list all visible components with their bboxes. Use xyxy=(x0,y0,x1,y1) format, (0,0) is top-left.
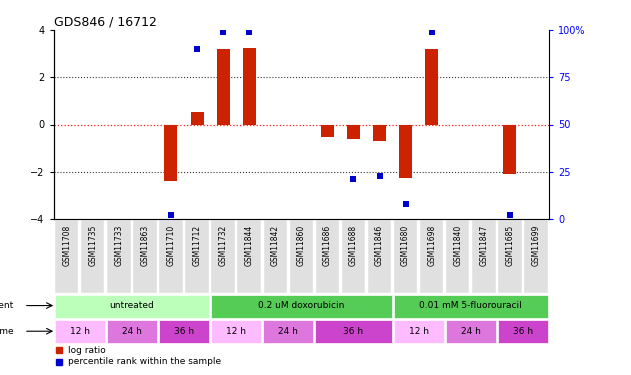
Text: 12 h: 12 h xyxy=(69,327,90,336)
FancyBboxPatch shape xyxy=(55,220,78,292)
Text: GSM11698: GSM11698 xyxy=(427,225,436,266)
Bar xyxy=(504,124,516,174)
Text: GSM11733: GSM11733 xyxy=(114,225,123,266)
Bar xyxy=(347,124,360,139)
FancyBboxPatch shape xyxy=(394,320,444,343)
FancyBboxPatch shape xyxy=(368,220,391,292)
Text: 24 h: 24 h xyxy=(461,327,481,336)
FancyBboxPatch shape xyxy=(186,220,209,292)
FancyBboxPatch shape xyxy=(342,220,365,292)
FancyBboxPatch shape xyxy=(290,220,313,292)
Text: GSM11708: GSM11708 xyxy=(62,225,71,266)
FancyBboxPatch shape xyxy=(264,220,287,292)
Text: 12 h: 12 h xyxy=(409,327,428,336)
FancyBboxPatch shape xyxy=(159,320,209,343)
Text: time: time xyxy=(0,327,14,336)
Text: 24 h: 24 h xyxy=(278,327,298,336)
Bar xyxy=(216,49,230,124)
FancyBboxPatch shape xyxy=(55,320,105,343)
FancyBboxPatch shape xyxy=(420,220,444,292)
Text: GSM11840: GSM11840 xyxy=(453,225,463,266)
FancyBboxPatch shape xyxy=(316,220,339,292)
Bar xyxy=(321,124,334,138)
Text: GSM11699: GSM11699 xyxy=(531,225,540,266)
Text: GSM11712: GSM11712 xyxy=(192,225,201,266)
Text: GSM11863: GSM11863 xyxy=(140,225,150,266)
FancyBboxPatch shape xyxy=(498,220,522,292)
FancyBboxPatch shape xyxy=(524,220,548,292)
FancyBboxPatch shape xyxy=(472,220,495,292)
Text: agent: agent xyxy=(0,301,14,310)
Text: GDS846 / 16712: GDS846 / 16712 xyxy=(54,16,156,29)
Text: 0.01 mM 5-fluorouracil: 0.01 mM 5-fluorouracil xyxy=(420,301,522,310)
Bar xyxy=(165,124,177,181)
Text: log ratio: log ratio xyxy=(69,346,106,355)
Text: untreated: untreated xyxy=(109,301,154,310)
FancyBboxPatch shape xyxy=(81,220,105,292)
Bar xyxy=(243,48,256,124)
FancyBboxPatch shape xyxy=(211,294,391,318)
Text: GSM11860: GSM11860 xyxy=(297,225,306,266)
FancyBboxPatch shape xyxy=(316,320,391,343)
Text: percentile rank within the sample: percentile rank within the sample xyxy=(69,357,221,366)
Text: GSM11847: GSM11847 xyxy=(480,225,488,266)
Bar xyxy=(399,124,412,178)
Bar xyxy=(425,49,438,124)
FancyBboxPatch shape xyxy=(263,320,314,343)
Text: GSM11735: GSM11735 xyxy=(88,225,97,266)
FancyBboxPatch shape xyxy=(498,320,548,343)
Text: GSM11732: GSM11732 xyxy=(218,225,228,266)
FancyBboxPatch shape xyxy=(445,320,496,343)
Text: 24 h: 24 h xyxy=(122,327,142,336)
Text: GSM11686: GSM11686 xyxy=(323,225,332,266)
Bar xyxy=(373,124,386,141)
Text: 36 h: 36 h xyxy=(343,327,363,336)
FancyBboxPatch shape xyxy=(107,320,157,343)
Text: 36 h: 36 h xyxy=(513,327,533,336)
Text: GSM11688: GSM11688 xyxy=(349,225,358,266)
FancyBboxPatch shape xyxy=(237,220,261,292)
FancyBboxPatch shape xyxy=(107,220,131,292)
Text: GSM11844: GSM11844 xyxy=(245,225,254,266)
FancyBboxPatch shape xyxy=(394,220,417,292)
FancyBboxPatch shape xyxy=(159,220,183,292)
FancyBboxPatch shape xyxy=(55,294,209,318)
Text: 36 h: 36 h xyxy=(174,327,194,336)
Text: GSM11842: GSM11842 xyxy=(271,225,280,266)
Text: 12 h: 12 h xyxy=(226,327,246,336)
Text: GSM11680: GSM11680 xyxy=(401,225,410,266)
Bar xyxy=(191,111,204,125)
FancyBboxPatch shape xyxy=(394,294,548,318)
Text: 0.2 uM doxorubicin: 0.2 uM doxorubicin xyxy=(258,301,345,310)
FancyBboxPatch shape xyxy=(211,220,235,292)
Text: GSM11846: GSM11846 xyxy=(375,225,384,266)
FancyBboxPatch shape xyxy=(211,320,261,343)
FancyBboxPatch shape xyxy=(446,220,469,292)
FancyBboxPatch shape xyxy=(133,220,156,292)
Text: GSM11685: GSM11685 xyxy=(505,225,514,266)
Text: GSM11710: GSM11710 xyxy=(167,225,175,266)
